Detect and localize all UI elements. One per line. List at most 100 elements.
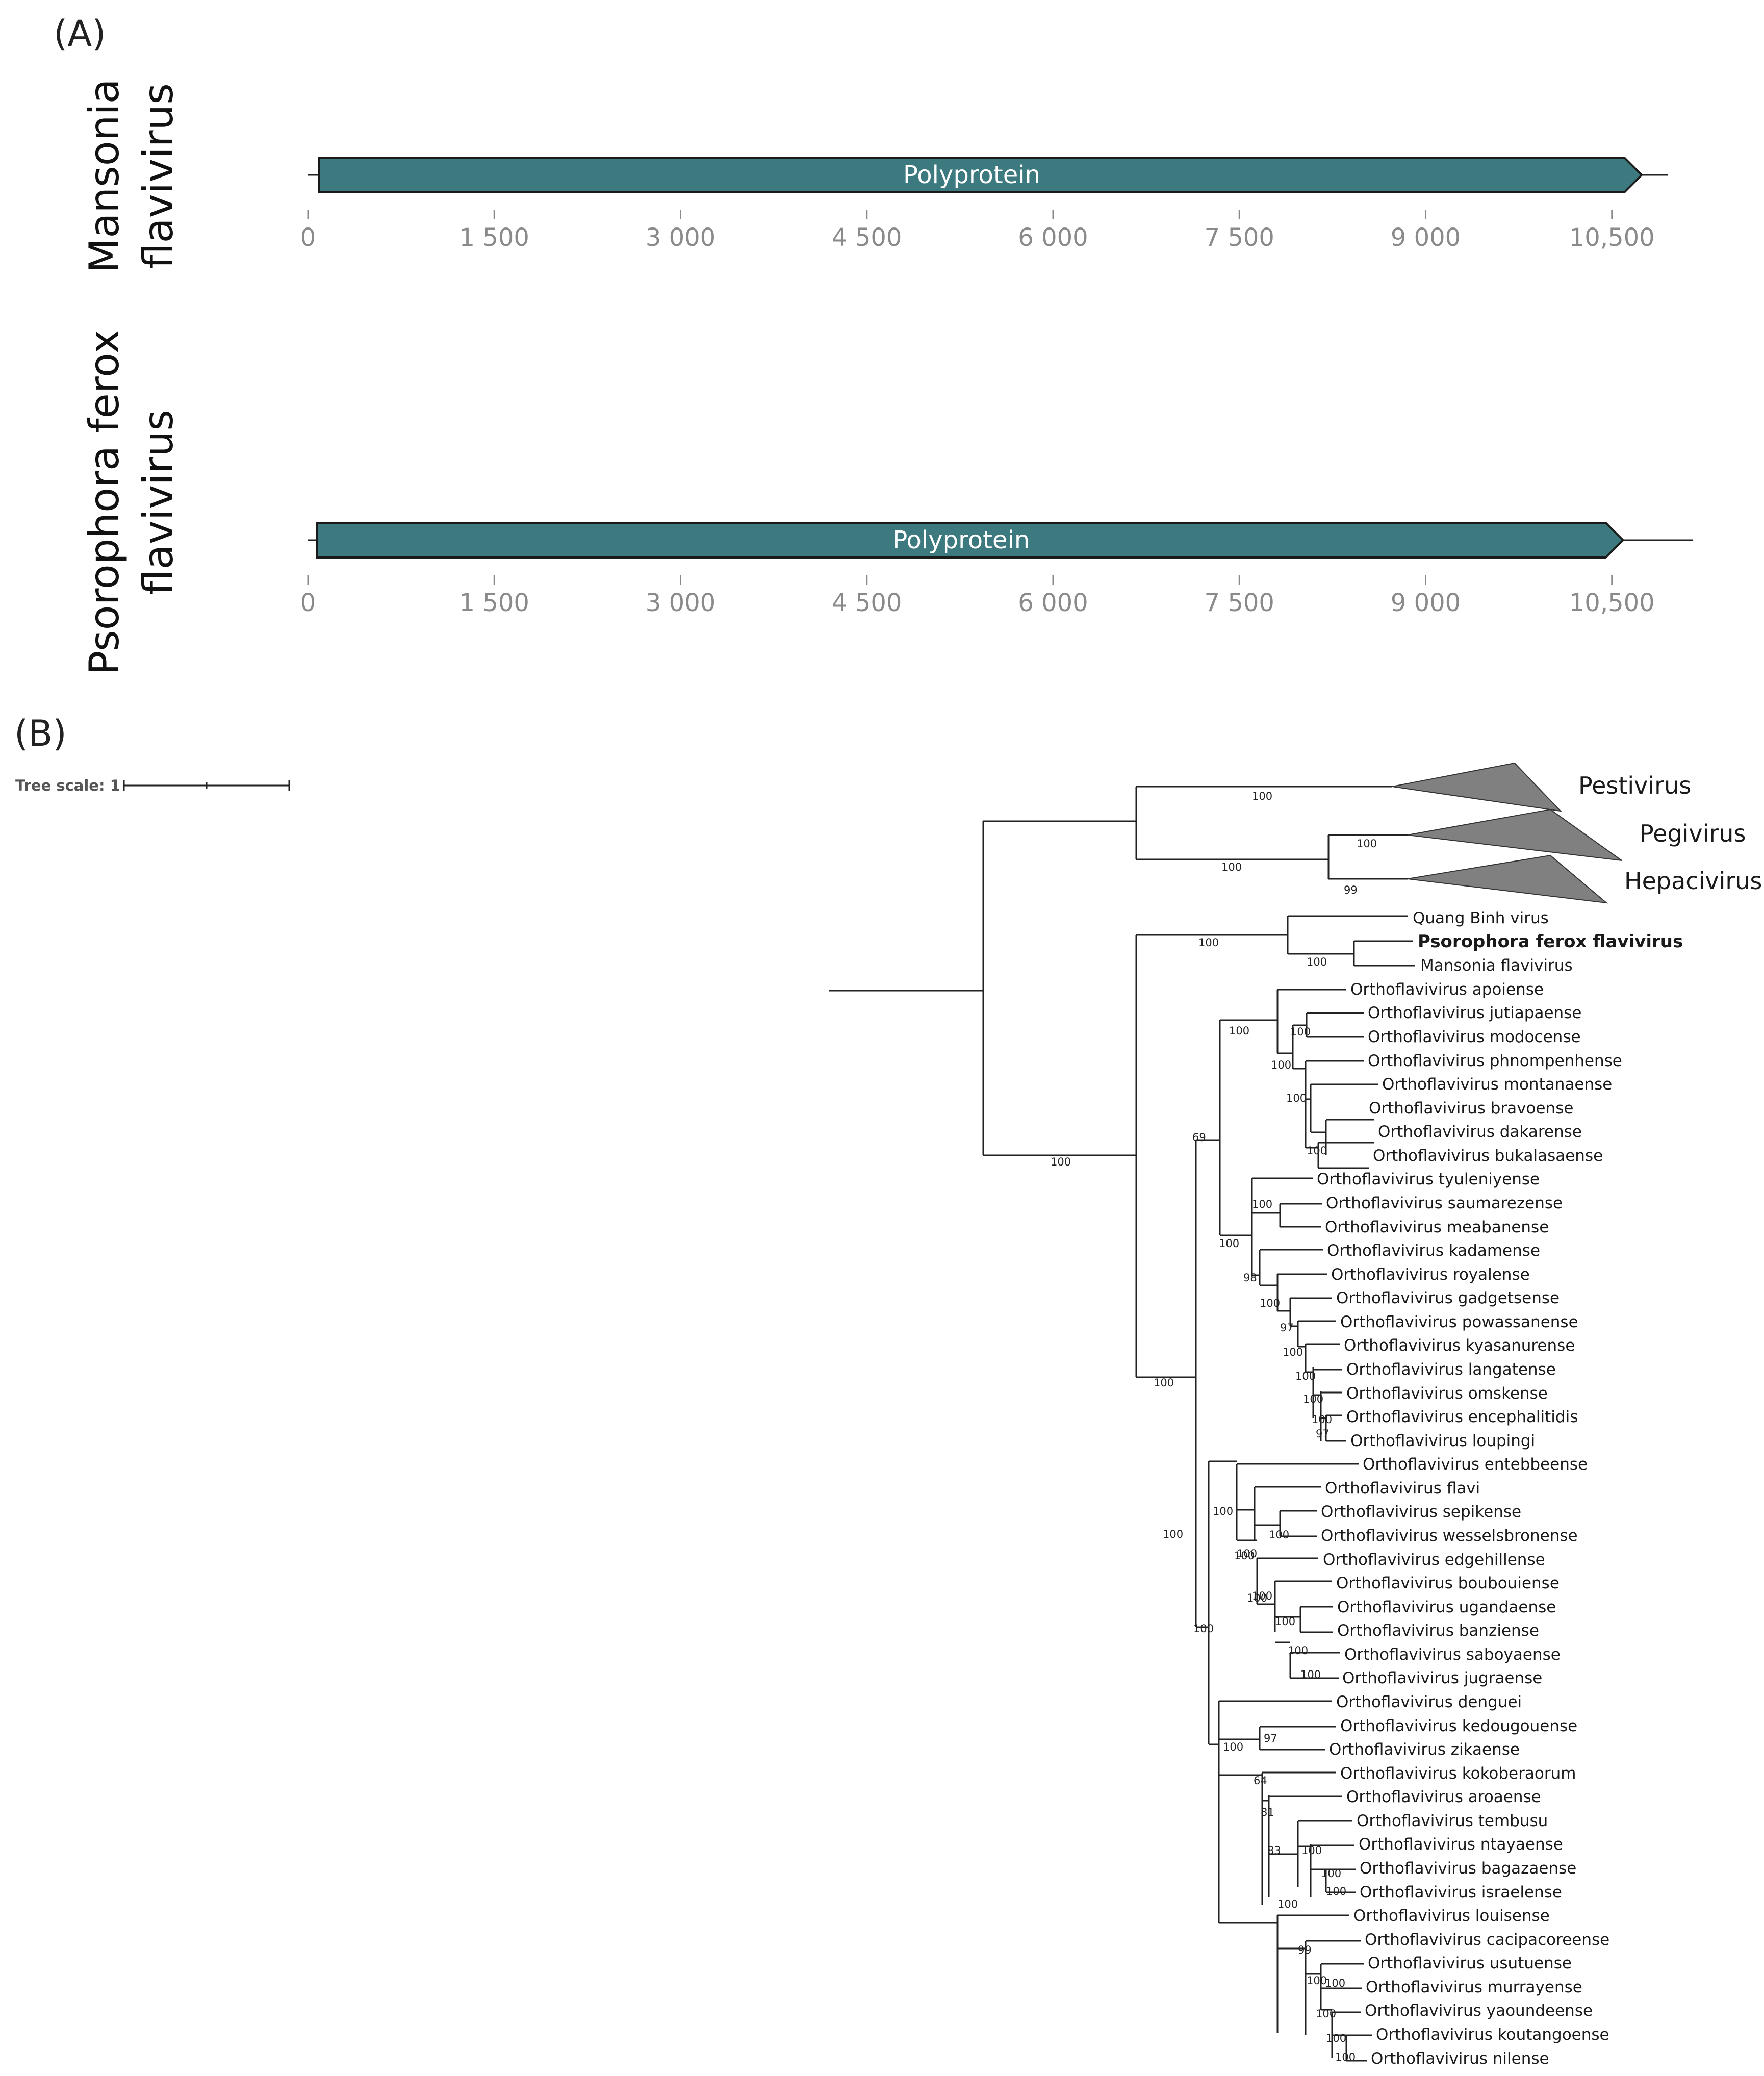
tip-label: Quang Binh virus <box>1413 909 1549 927</box>
bootstrap-label: 100 <box>1300 1668 1321 1681</box>
bootstrap-label: 100 <box>1321 1867 1341 1880</box>
tip-label: Orthoflavivirus kedougouense <box>1340 1717 1577 1735</box>
tip-label: Orthoflavivirus boubouiense <box>1336 1574 1560 1592</box>
bootstrap-label: 100 <box>1237 1548 1257 1560</box>
tip-label: Orthoflavivirus wesselsbronense <box>1321 1527 1578 1545</box>
clade-label-pegivirus: Pegivirus <box>1640 820 1746 847</box>
bootstrap-label: 81 <box>1261 1806 1274 1818</box>
bootstrap-label: 100 <box>1275 1615 1295 1628</box>
bootstrap-label: 100 <box>1316 2008 1336 2020</box>
tip-label: Orthoflavivirus cacipacoreense <box>1365 1931 1609 1949</box>
tree-branches <box>829 786 1415 2062</box>
bootstrap-label: 100 <box>1283 1346 1303 1358</box>
collapsed-clade-hepacivirus <box>1407 854 1608 904</box>
bootstrap-label: 100 <box>1247 1592 1267 1604</box>
tip-label: Orthoflavivirus ugandaense <box>1337 1598 1556 1616</box>
bootstrap-label: 100 <box>1326 2032 1346 2044</box>
bootstrap-label: 100 <box>1307 1974 1327 1987</box>
bootstrap-label: 100 <box>1357 838 1377 850</box>
bootstrap-label: 100 <box>1223 1741 1243 1753</box>
tip-label: Orthoflavivirus montanaense <box>1382 1075 1612 1094</box>
tip-label: Orthoflavivirus murrayense <box>1366 1978 1582 1996</box>
tip-label: Orthoflavivirus entebbeense <box>1363 1455 1588 1474</box>
axis-tick-label: 10,500 <box>1569 223 1655 252</box>
tip-label: Orthoflavivirus zikaense <box>1329 1740 1520 1759</box>
bootstrap-label: 100 <box>1335 2051 1356 2063</box>
bootstrap-label: 100 <box>1051 1156 1071 1168</box>
polyprotein-cds-arrow <box>318 157 1643 193</box>
tip-label: Orthoflavivirus royalense <box>1331 1265 1530 1284</box>
clade-label-hepacivirus: Hepacivirus <box>1624 867 1762 895</box>
tip-label: Orthoflavivirus apoiense <box>1350 980 1544 999</box>
axis-tick-label: 1 500 <box>459 589 529 617</box>
bootstrap-label: 100 <box>1286 1092 1307 1104</box>
tip-label: Orthoflavivirus kadamense <box>1327 1242 1540 1260</box>
tip-label: Orthoflavivirus sepikense <box>1321 1503 1521 1521</box>
bootstrap-label: 100 <box>1269 1529 1289 1541</box>
axis-tick-label: 7 500 <box>1205 589 1274 617</box>
tip-label: Orthoflavivirus bukalasaense <box>1373 1147 1603 1165</box>
bootstrap-label: 100 <box>1260 1297 1280 1309</box>
bootstrap-label: 97 <box>1316 1428 1330 1440</box>
tip-label: Orthoflavivirus bravoense <box>1369 1099 1573 1118</box>
tip-label: Orthoflavivirus louisense <box>1353 1907 1550 1925</box>
axis-tick-label: 3 000 <box>646 223 715 252</box>
bootstrap-label: 64 <box>1254 1775 1267 1787</box>
tip-label: Orthoflavivirus jugraense <box>1342 1669 1542 1687</box>
polyprotein-label: Polyprotein <box>903 161 1040 189</box>
axis-tick-label: 9 000 <box>1391 589 1461 617</box>
bootstrap-label: 100 <box>1163 1528 1183 1540</box>
tip-label: Orthoflavivirus phnompenhense <box>1368 1052 1622 1070</box>
genome-map-psorophora: Psorophora ferox flavivirus Polyprotein … <box>81 330 1693 675</box>
genome-map-mansonia: Mansonia flavivirus Polyprotein 0 1 500 3 … <box>81 79 1668 273</box>
bootstrap-label: 100 <box>1312 1413 1332 1426</box>
bootstrap-label: 100 <box>1277 1898 1298 1910</box>
bootstrap-label: 99 <box>1344 884 1358 896</box>
tip-label: Orthoflavivirus loupingi <box>1350 1432 1535 1450</box>
bootstrap-label: 98 <box>1243 1272 1257 1284</box>
bootstrap-label: 100 <box>1252 1198 1272 1210</box>
axis-tick-label: 6 000 <box>1018 223 1088 252</box>
tip-label: Orthoflavivirus kokoberaorum <box>1340 1764 1576 1783</box>
tip-label: Orthoflavivirus usutuense <box>1368 1954 1572 1972</box>
bootstrap-label: 69 <box>1192 1131 1206 1144</box>
tip-label: Orthoflavivirus saboyaense <box>1344 1645 1561 1664</box>
bootstrap-label: 100 <box>1234 1550 1255 1562</box>
tip-label-highlighted: Psorophora ferox flavivirus <box>1418 931 1683 952</box>
tip-label: Orthoflavivirus powassanense <box>1340 1313 1578 1331</box>
tip-label: Orthoflavivirus omskense <box>1346 1384 1548 1403</box>
tip-label: Orthoflavivirus denguei <box>1336 1693 1522 1711</box>
tip-label: Orthoflavivirus dakarense <box>1378 1123 1582 1141</box>
bootstrap-label: 100 <box>1325 1977 1345 1989</box>
bootstrap-label: 100 <box>1154 1377 1174 1389</box>
bootstrap-label: 97 <box>1264 1732 1277 1744</box>
panel-a-label: (A) <box>54 13 106 55</box>
bootstrap-label: 100 <box>1252 790 1272 802</box>
bootstrap-label: 97 <box>1280 1322 1294 1334</box>
tip-label: Orthoflavivirus meabanense <box>1325 1218 1549 1236</box>
tip-label: Orthoflavivirus aroaense <box>1346 1788 1541 1806</box>
collapsed-clade-pestivirus <box>1392 762 1562 812</box>
polyprotein-cds-arrow <box>316 522 1625 559</box>
tip-label: Orthoflavivirus flavi <box>1325 1479 1480 1498</box>
tip-label: Orthoflavivirus langatense <box>1346 1360 1556 1379</box>
polyprotein-label: Polyprotein <box>892 526 1030 554</box>
bootstrap-label: 99 <box>1298 1944 1312 1956</box>
bootstrap-label: 100 <box>1221 861 1242 873</box>
bootstrap-label: 100 <box>1271 1059 1291 1071</box>
bootstrap-label: 100 <box>1229 1025 1249 1037</box>
tree-scale-label: Tree scale: 1 <box>15 777 120 794</box>
genome-name-line-1: Psorophora ferox <box>81 330 128 675</box>
panel-b-label: (B) <box>14 713 67 754</box>
bootstrap-labels: 100 100 100 99 100 100 100 100 100 100 1… <box>1051 790 1377 2063</box>
genome-axis: 0 1 500 3 000 4 500 6 000 7 500 9 000 10,500 <box>300 210 1655 252</box>
tip-label: Orthoflavivirus saumarezense <box>1326 1194 1563 1212</box>
genome-name-line-2: flavivirus <box>135 83 182 269</box>
bootstrap-label: 100 <box>1303 1393 1323 1405</box>
tip-label: Orthoflavivirus gadgetsense <box>1336 1289 1560 1307</box>
axis-tick-label: 4 500 <box>832 223 902 252</box>
bootstrap-label: 100 <box>1219 1237 1239 1250</box>
bootstrap-label: 100 <box>1307 956 1327 968</box>
bootstrap-label: 100 <box>1326 1885 1346 1897</box>
